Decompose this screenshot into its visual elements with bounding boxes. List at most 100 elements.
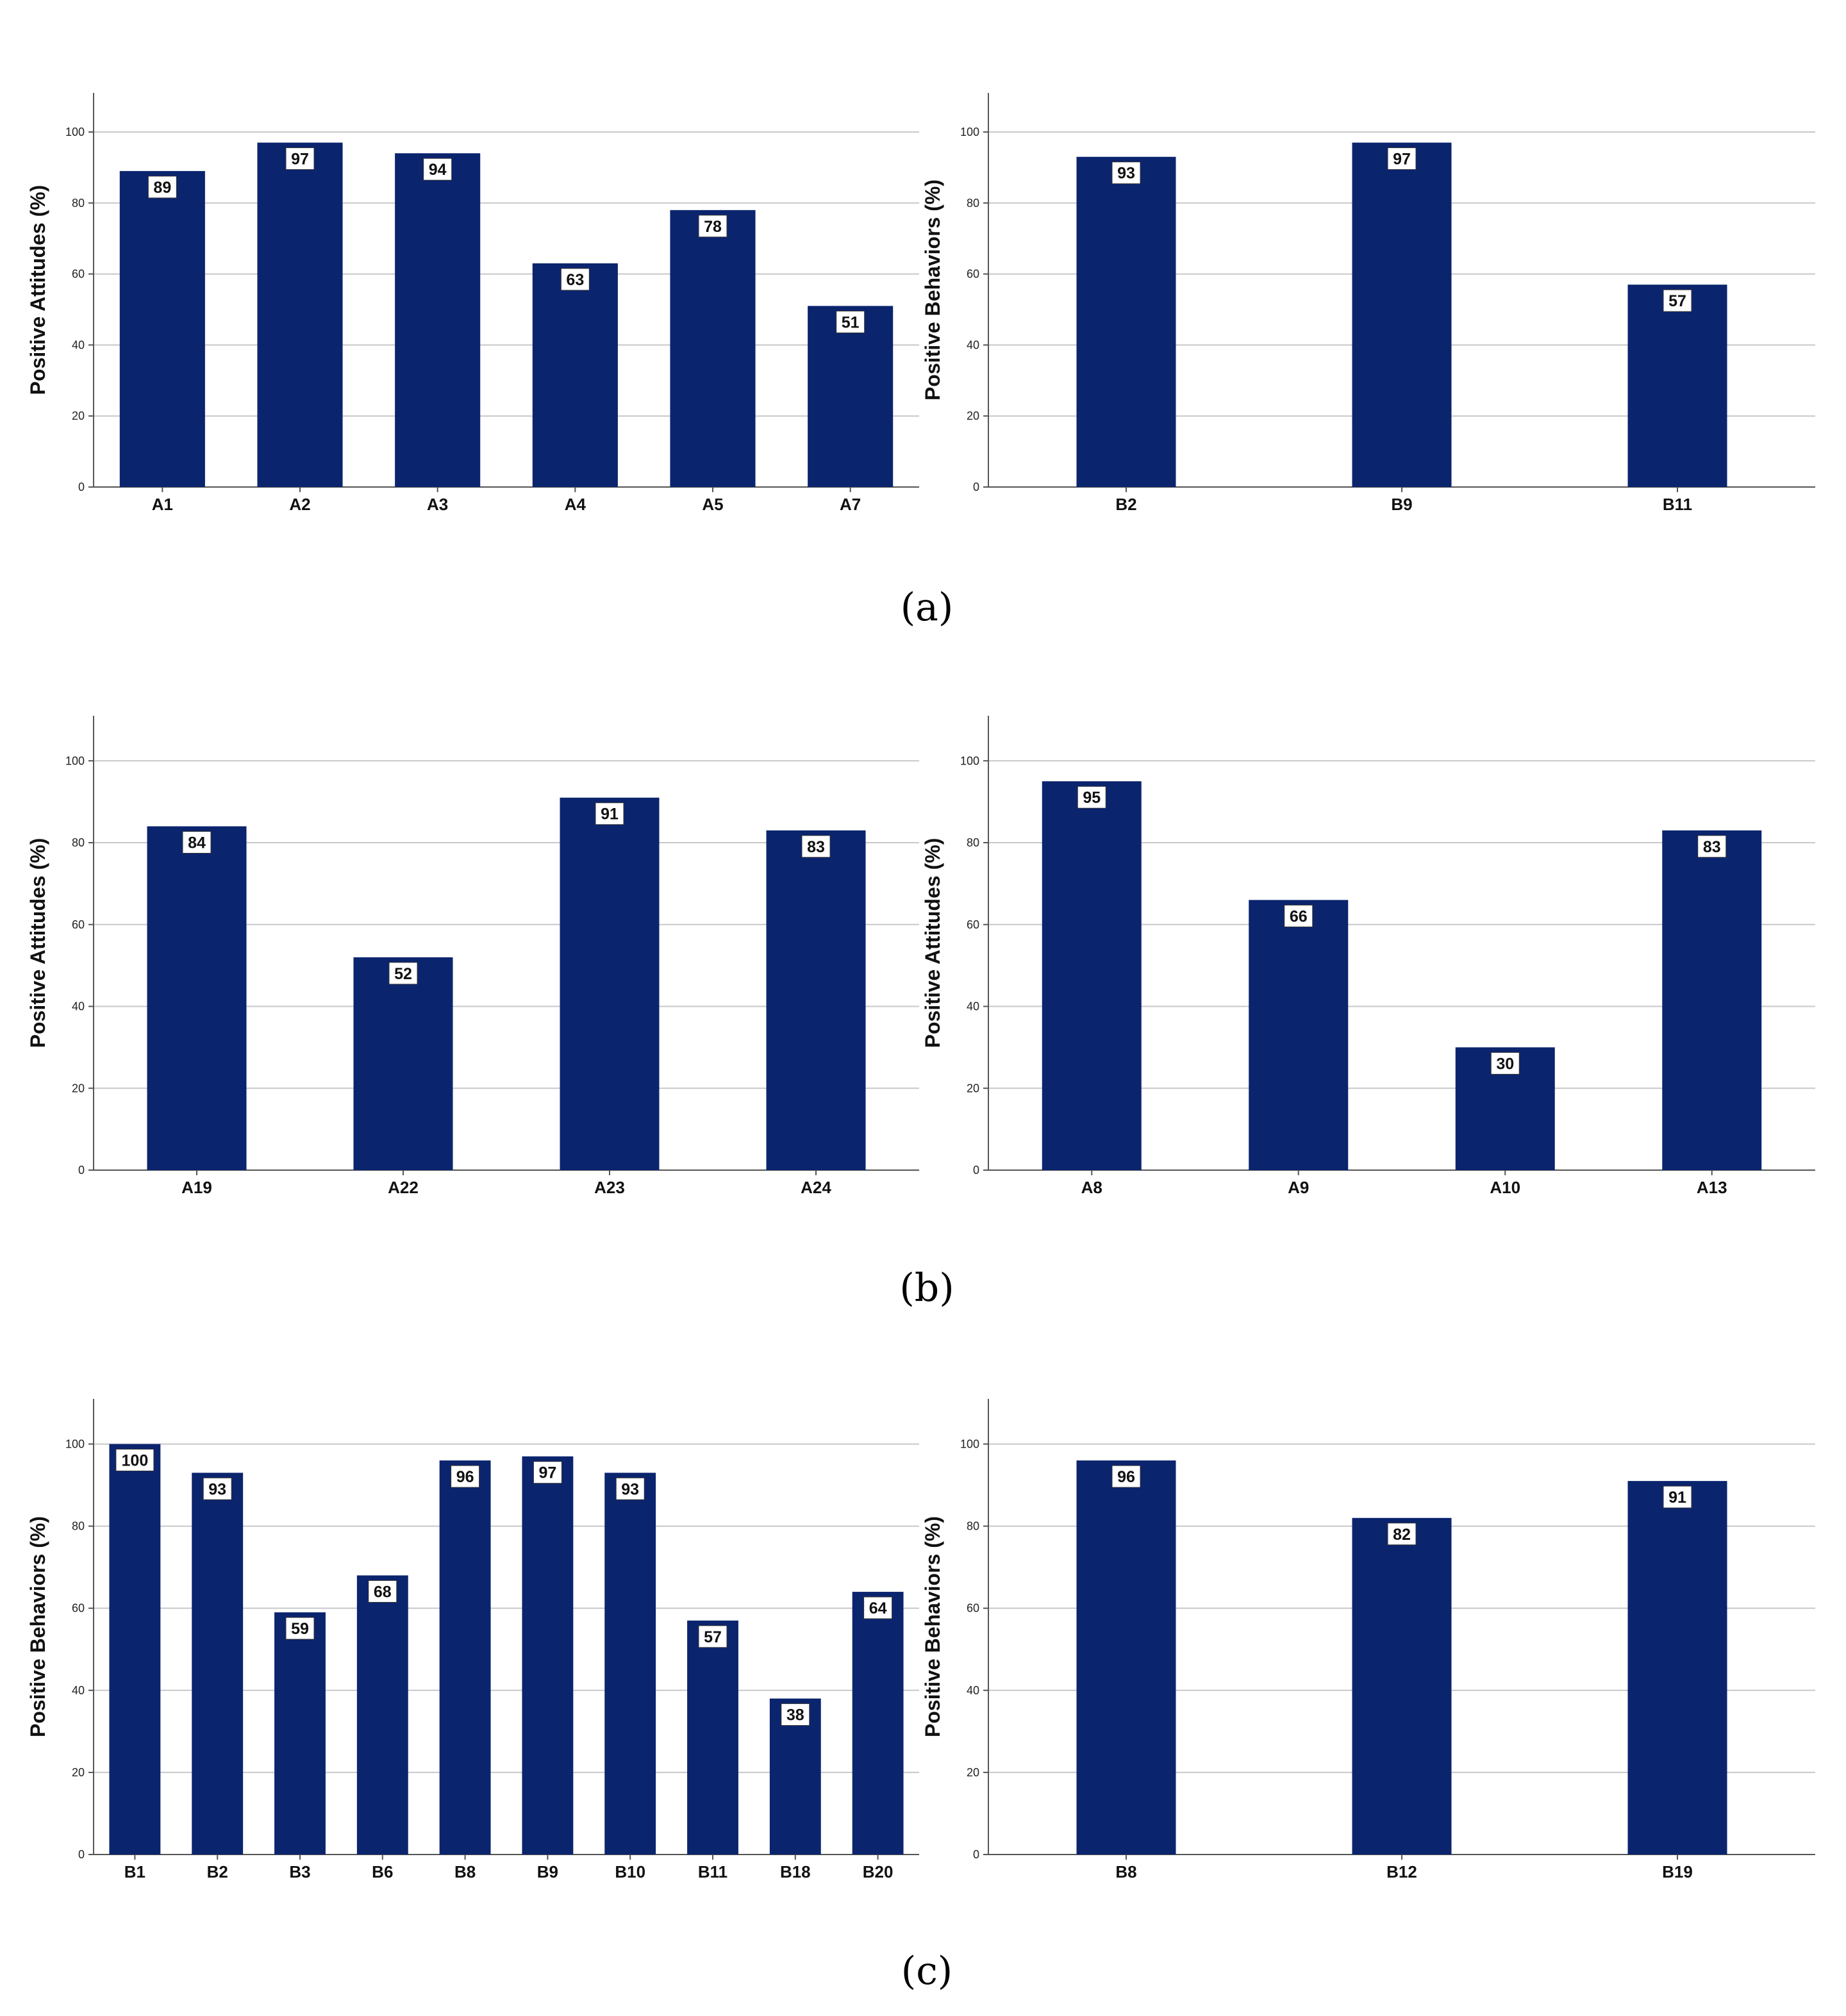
data-label: 68 [374, 1583, 392, 1601]
y-axis-title: Positive Behaviors (%) [921, 1516, 944, 1737]
bar-A2 [257, 142, 343, 487]
y-tick-label: 40 [967, 1684, 979, 1697]
bar-A1 [119, 170, 205, 487]
data-label: 96 [1117, 1468, 1135, 1486]
chart-4: 0 20 40 60 80 100 Positive Attitudes (%) 95 A8 66… [921, 716, 1815, 1197]
y-tick-label: 80 [967, 836, 979, 849]
bar-A19 [147, 826, 247, 1170]
y-tick-label: 80 [72, 1520, 85, 1533]
bar-B6 [356, 1575, 408, 1855]
panel-caption-a: (a) [901, 585, 954, 630]
data-label: 96 [456, 1468, 474, 1486]
data-label: 91 [1668, 1489, 1686, 1507]
data-label: 82 [1393, 1526, 1411, 1544]
data-label: 89 [153, 179, 171, 197]
x-tick-label: A13 [1697, 1178, 1727, 1197]
data-label-box [698, 1625, 728, 1648]
x-tick-label: A10 [1490, 1178, 1520, 1197]
data-label: 95 [1083, 789, 1101, 807]
bar-B1 [109, 1444, 161, 1855]
x-tick-label: B8 [1115, 1862, 1136, 1881]
bar-B2 [192, 1473, 244, 1855]
y-tick-label: 40 [72, 1684, 85, 1697]
y-tick-label: 20 [967, 1082, 979, 1095]
chart-5: 0 20 40 60 80 100 Positive Behaviors (%) 100 B1 9… [26, 1399, 919, 1881]
bar-A23 [560, 797, 660, 1170]
x-tick-label: B6 [372, 1862, 393, 1881]
y-tick-label: 60 [967, 918, 979, 931]
y-tick-label: 20 [72, 409, 85, 422]
y-tick-label: 80 [967, 1520, 979, 1533]
bar-A7 [808, 306, 894, 487]
bar-B3 [274, 1612, 326, 1855]
data-label-box [1111, 161, 1141, 185]
panel-caption-c: (c) [901, 1949, 952, 1994]
data-label-box [115, 1448, 154, 1471]
bar-B11 [687, 1620, 738, 1855]
y-tick-label: 80 [967, 197, 979, 210]
y-tick-label: 20 [72, 1082, 85, 1095]
x-tick-label: B11 [698, 1862, 728, 1881]
y-tick-label: 100 [65, 126, 85, 138]
x-tick-label: A5 [702, 495, 723, 514]
y-tick-label: 60 [967, 268, 979, 281]
bar-A5 [670, 210, 756, 487]
bar-A8 [1042, 781, 1142, 1170]
y-tick-label: 0 [78, 1848, 85, 1861]
y-tick-label: 60 [72, 268, 85, 281]
y-tick-label: 20 [967, 409, 979, 422]
data-label-box [533, 1461, 562, 1484]
data-label: 51 [842, 313, 860, 331]
bar-B10 [604, 1473, 656, 1855]
y-tick-label: 80 [72, 836, 85, 849]
data-label-box [560, 268, 590, 291]
bar-B8 [439, 1460, 491, 1855]
data-label-box [1387, 1523, 1417, 1546]
y-tick-label: 40 [72, 338, 85, 351]
data-label: 38 [786, 1706, 804, 1724]
y-tick-label: 40 [967, 1000, 979, 1013]
data-label-box [285, 147, 315, 170]
bar-B9 [1352, 142, 1452, 487]
bar-B12 [1352, 1517, 1452, 1855]
data-label-box [451, 1465, 480, 1488]
data-label-box [1077, 786, 1106, 809]
data-label: 93 [621, 1480, 639, 1498]
data-label-box [1387, 147, 1417, 170]
y-tick-label: 40 [967, 338, 979, 351]
data-label-box [203, 1477, 232, 1500]
data-label: 83 [807, 838, 825, 856]
y-axis-title: Positive Attitudes (%) [26, 838, 49, 1048]
chart-3: 0 20 40 60 80 100 Positive Attitudes (%) 84 A19 5… [26, 716, 919, 1197]
x-tick-label: B18 [780, 1862, 811, 1881]
data-label: 100 [122, 1451, 149, 1469]
x-tick-label: A22 [388, 1178, 419, 1197]
y-tick-label: 80 [72, 197, 85, 210]
x-tick-label: B19 [1662, 1862, 1693, 1881]
data-label-box [863, 1596, 893, 1619]
data-label: 57 [1668, 292, 1686, 310]
data-label: 57 [704, 1628, 722, 1646]
data-label-box [1490, 1052, 1520, 1075]
y-tick-label: 20 [72, 1766, 85, 1779]
data-label: 83 [1703, 838, 1721, 856]
y-axis-title: Positive Attitudes (%) [921, 838, 944, 1048]
bar-B11 [1627, 285, 1727, 487]
x-tick-label: B9 [537, 1862, 558, 1881]
y-tick-label: 100 [960, 126, 979, 138]
x-tick-label: B9 [1391, 495, 1412, 514]
data-label: 66 [1290, 907, 1308, 925]
data-label-box [781, 1703, 810, 1726]
y-tick-label: 0 [973, 481, 979, 493]
y-axis-title: Positive Behaviors (%) [26, 1516, 49, 1737]
data-label: 97 [538, 1464, 556, 1482]
chart-2: 0 20 40 60 80 100 Positive Behaviors (%) 93 B2 97… [921, 93, 1815, 514]
x-tick-label: B2 [1115, 495, 1136, 514]
x-tick-label: B8 [454, 1862, 476, 1881]
x-tick-label: A8 [1081, 1178, 1102, 1197]
data-label: 94 [429, 161, 447, 179]
x-tick-label: B2 [207, 1862, 228, 1881]
data-label: 93 [1117, 165, 1135, 183]
